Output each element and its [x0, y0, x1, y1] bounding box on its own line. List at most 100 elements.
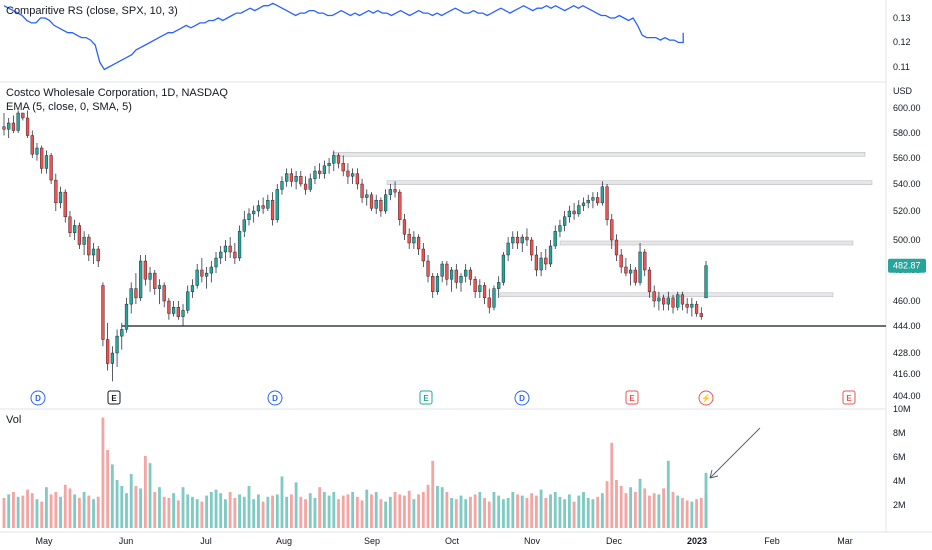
volume-bar: [638, 478, 642, 528]
candle-down: [530, 239, 534, 256]
candle-down: [445, 263, 449, 280]
volume-bar: [44, 487, 48, 528]
candle-down: [68, 216, 72, 233]
candle-down: [454, 269, 458, 283]
volume-bar: [200, 501, 204, 528]
volume-bar: [162, 496, 166, 528]
volume-bar: [624, 493, 628, 528]
candle-up: [520, 236, 524, 244]
volume-bar: [534, 495, 538, 528]
volume-bar: [2, 498, 6, 528]
candle-down: [643, 251, 647, 271]
candle-down: [402, 219, 407, 235]
candle-up: [204, 272, 209, 277]
volume-bar: [181, 487, 185, 528]
volume-bar: [63, 484, 67, 528]
volume-bar: [238, 494, 241, 528]
volume-bar: [520, 495, 524, 528]
volume-bar: [7, 494, 11, 528]
volume-indicator-title[interactable]: Vol: [6, 414, 22, 426]
candle-down: [614, 239, 619, 256]
last-price-tag: [888, 258, 926, 273]
volume-bar: [384, 501, 388, 528]
volume-bar: [421, 492, 425, 528]
candle-down: [106, 339, 110, 364]
volume-bar: [544, 498, 548, 528]
volume-bar: [549, 494, 552, 528]
candle-down: [369, 194, 374, 209]
ema-indicator-title[interactable]: EMA (5, close, 0, SMA, 5): [6, 101, 132, 113]
volume-bar: [648, 495, 651, 528]
candle-up: [351, 173, 355, 177]
price-tick-label: 500.00: [893, 235, 921, 245]
volume-bar: [176, 500, 180, 528]
volume-bar: [106, 450, 110, 528]
candle-up: [252, 210, 256, 215]
events-layer: D E D E D E ⚡ E: [30, 390, 856, 406]
candle-down: [473, 279, 477, 292]
volume-bar: [351, 492, 355, 528]
candle-up: [73, 225, 77, 233]
volume-bar: [643, 488, 647, 528]
volume-bar: [388, 496, 392, 528]
main-symbol-title[interactable]: Costco Wholesale Corporation, 1D, NASDAQ: [6, 87, 228, 99]
volume-bar: [591, 499, 595, 528]
event-label: E: [846, 394, 852, 403]
annotation-arrow-head: [709, 469, 719, 479]
candle-down: [30, 135, 34, 155]
candle-up: [58, 191, 63, 204]
resistance-zone: [499, 292, 834, 298]
volume-bar: [209, 492, 213, 528]
candle-down: [431, 276, 435, 292]
candle-down: [487, 297, 491, 308]
candle-up: [704, 265, 708, 299]
time-tick-label: Mar: [837, 536, 853, 546]
candle-down: [468, 269, 473, 280]
candle-up: [676, 294, 680, 308]
volume-bar: [671, 492, 675, 528]
candle-down: [647, 269, 652, 292]
candle-down: [101, 285, 105, 340]
volume-bar: [497, 495, 501, 528]
price-tick-label: 428.00: [893, 348, 921, 358]
earnings-badge: [419, 390, 433, 405]
volume-bar: [318, 487, 322, 528]
volume-bar: [16, 496, 20, 528]
candle-up: [553, 231, 557, 247]
rs-indicator-title[interactable]: Comparitive RS (close, SPX, 10, 3): [6, 5, 178, 17]
candle-down: [426, 260, 430, 277]
volume-bar: [558, 496, 562, 528]
candle-up: [237, 231, 242, 259]
candle-up: [209, 266, 213, 274]
event-label: D: [35, 394, 41, 403]
time-tick-label: May: [35, 536, 53, 546]
resistance-zone: [559, 240, 854, 246]
volume-bar: [148, 463, 152, 528]
volume-bar: [610, 442, 614, 528]
candle-up: [435, 276, 440, 292]
candle-up: [511, 236, 515, 244]
volume-bar: [582, 492, 585, 528]
volume-bar: [483, 498, 486, 528]
dividend-badge: [514, 390, 530, 406]
candle-up: [190, 285, 195, 292]
volume-bar: [469, 496, 472, 528]
candle-down: [336, 155, 341, 164]
volume-bar: [101, 417, 105, 528]
candle-up: [332, 155, 336, 164]
candle-down: [515, 236, 520, 244]
candle-up: [91, 248, 96, 256]
dividend-badge: [30, 390, 46, 406]
dividend-badge: [267, 390, 283, 406]
volume-bar: [704, 472, 708, 528]
candle-up: [388, 189, 392, 195]
volume-bar: [412, 499, 416, 528]
volume-bar: [275, 494, 279, 528]
candle-down: [49, 155, 53, 181]
candle-down: [21, 112, 25, 119]
volume-bar: [431, 460, 435, 528]
volume-bar: [596, 496, 600, 528]
volume-bar: [68, 488, 72, 528]
volume-bar: [92, 499, 95, 528]
